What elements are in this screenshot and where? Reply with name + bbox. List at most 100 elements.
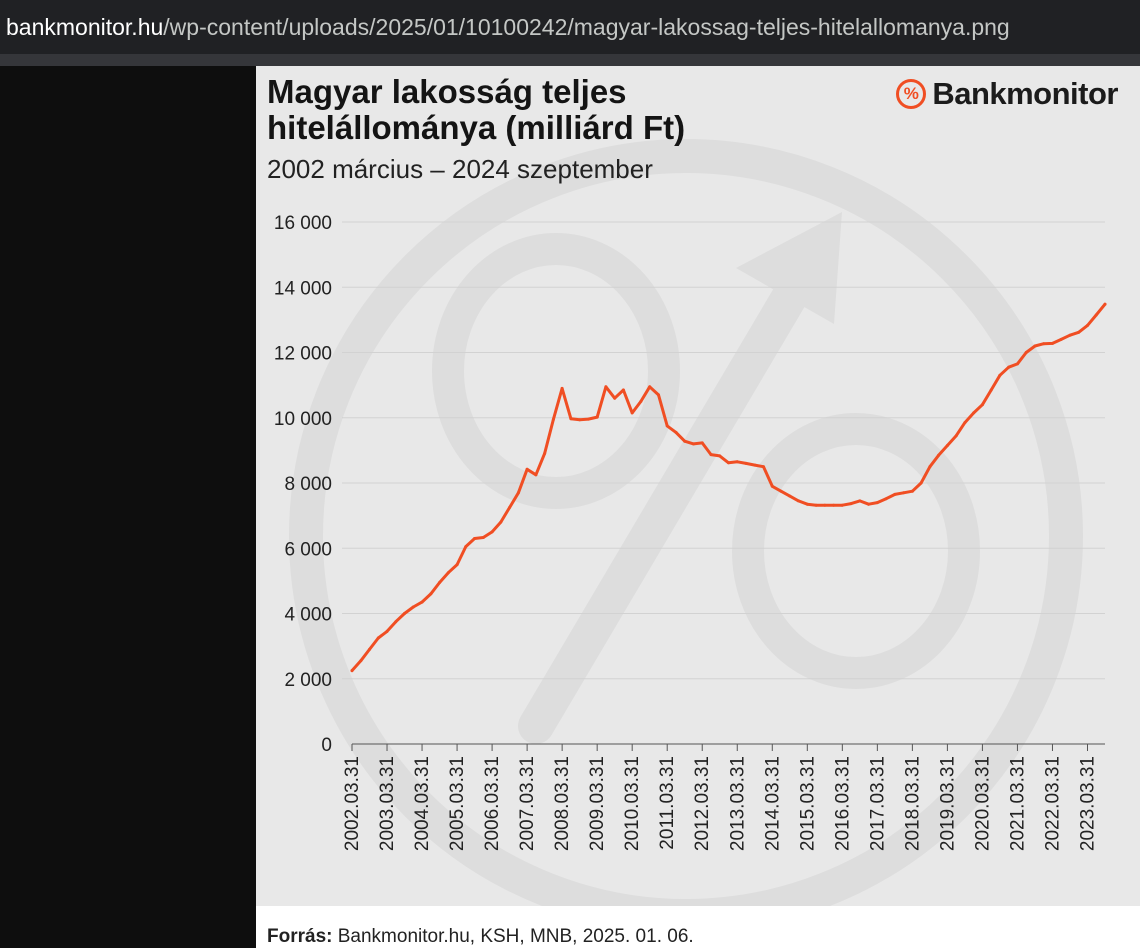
data-point xyxy=(455,563,459,567)
data-point xyxy=(910,489,914,493)
data-point xyxy=(464,545,468,549)
x-tick-label: 2012.03.31 xyxy=(692,756,713,851)
x-tick-label: 2017.03.31 xyxy=(867,756,888,851)
data-point xyxy=(595,415,599,419)
y-tick-label: 10 000 xyxy=(274,409,332,430)
data-point xyxy=(779,489,783,493)
data-point xyxy=(665,424,669,428)
data-point xyxy=(919,481,923,485)
data-point xyxy=(735,460,739,464)
y-tick-label: 6 000 xyxy=(284,539,332,560)
data-point xyxy=(840,503,844,507)
data-point xyxy=(858,499,862,503)
data-point xyxy=(683,439,687,443)
data-point xyxy=(963,421,967,425)
data-point xyxy=(429,592,433,596)
data-point xyxy=(1103,302,1107,306)
data-point xyxy=(648,385,652,389)
source-text: Bankmonitor.hu, KSH, MNB, 2025. 01. 06. xyxy=(332,926,694,947)
data-point xyxy=(797,499,800,503)
data-point xyxy=(805,502,809,506)
source-note: Forrás: Bankmonitor.hu, KSH, MNB, 2025. … xyxy=(267,926,694,948)
x-tick-label: 2023.03.31 xyxy=(1077,756,1098,851)
data-point xyxy=(998,373,1002,377)
x-tick-label: 2015.03.31 xyxy=(797,756,818,851)
data-point xyxy=(350,669,354,673)
percent-logo-icon: % xyxy=(896,79,927,109)
data-point xyxy=(376,636,380,640)
data-point xyxy=(928,465,932,469)
data-point xyxy=(481,536,485,539)
x-tick-label: 2013.03.31 xyxy=(727,756,748,851)
x-tick-label: 2022.03.31 xyxy=(1042,756,1063,851)
data-point xyxy=(762,465,765,469)
x-tick-label: 2007.03.31 xyxy=(517,756,538,851)
data-point xyxy=(516,491,520,495)
data-point xyxy=(823,503,827,507)
data-point xyxy=(1007,365,1011,369)
data-point xyxy=(534,473,538,477)
x-tick-label: 2006.03.31 xyxy=(482,756,503,851)
data-point xyxy=(972,411,976,415)
chart-title: Magyar lakosság teljes hitelállománya (m… xyxy=(267,73,686,146)
data-point xyxy=(954,434,958,438)
data-point xyxy=(718,454,722,458)
y-tick-label: 16 000 xyxy=(274,213,332,234)
url-host: bankmonitor.hu xyxy=(6,14,164,40)
x-tick-label: 2002.03.31 xyxy=(342,756,363,851)
data-point xyxy=(989,388,993,392)
x-tick-label: 2019.03.31 xyxy=(937,756,958,851)
y-tick-label: 14 000 xyxy=(274,278,332,299)
address-bar[interactable]: bankmonitor.hu/wp-content/uploads/2025/0… xyxy=(0,0,1140,54)
data-point xyxy=(525,467,529,471)
data-point xyxy=(420,600,424,604)
data-point xyxy=(560,386,564,390)
data-point xyxy=(692,442,695,446)
toolbar-divider xyxy=(0,54,1140,66)
data-point xyxy=(980,403,984,407)
data-point xyxy=(508,506,512,509)
x-tick-label: 2018.03.31 xyxy=(902,756,923,851)
data-point xyxy=(893,492,897,496)
data-point xyxy=(543,452,547,456)
data-point xyxy=(902,491,906,495)
data-point xyxy=(1077,330,1081,334)
x-tick-label: 2003.03.31 xyxy=(377,756,398,851)
x-tick-label: 2011.03.31 xyxy=(657,756,678,850)
url-path: /wp-content/uploads/2025/01/10100242/mag… xyxy=(163,14,1010,40)
data-point xyxy=(368,647,371,651)
data-point xyxy=(1094,313,1098,317)
x-tick-label: 2005.03.31 xyxy=(447,756,468,851)
data-point xyxy=(490,530,494,534)
y-tick-label: 2 000 xyxy=(284,670,332,691)
y-tick-label: 12 000 xyxy=(274,344,332,365)
y-tick-label: 0 xyxy=(321,735,332,756)
logo-text: Bankmonitor xyxy=(932,76,1118,111)
y-tick-label: 8 000 xyxy=(284,474,332,495)
data-point xyxy=(394,620,398,624)
data-point xyxy=(359,659,363,663)
data-point xyxy=(1068,333,1072,337)
data-point xyxy=(1033,344,1037,348)
data-point xyxy=(770,484,774,488)
data-point xyxy=(551,417,555,421)
data-point xyxy=(446,571,450,575)
data-point xyxy=(613,396,617,400)
data-point xyxy=(727,461,730,465)
data-point xyxy=(1051,341,1054,345)
data-point xyxy=(385,629,389,633)
data-point xyxy=(1024,351,1028,354)
data-point xyxy=(604,385,608,389)
data-point xyxy=(744,461,748,465)
data-point xyxy=(867,502,871,506)
data-point xyxy=(657,393,660,397)
data-point xyxy=(945,444,949,447)
data-point xyxy=(875,501,879,505)
bankmonitor-logo: % Bankmonitor xyxy=(896,72,1118,116)
data-point xyxy=(438,581,442,584)
line-chart: 0 2 000 4 000 6 000 8 000 10 000 12 000 14 000 1… xyxy=(274,213,1107,851)
data-point xyxy=(814,503,818,507)
x-tick-label: 2009.03.31 xyxy=(587,756,608,851)
data-point xyxy=(700,441,704,445)
data-point xyxy=(621,388,625,392)
